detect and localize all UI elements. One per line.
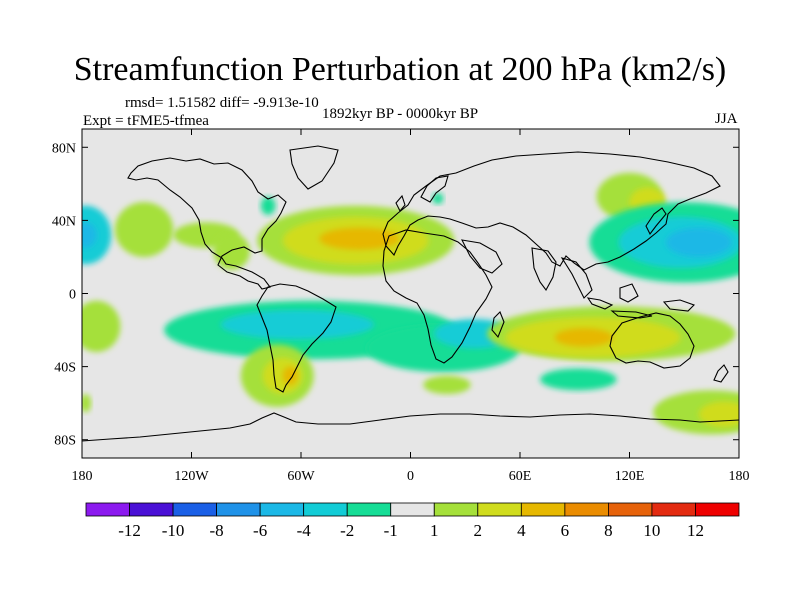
coastline-north-america xyxy=(127,157,287,290)
coastline-britain xyxy=(395,194,406,212)
coastline-greenland xyxy=(289,145,339,190)
coastline-australia xyxy=(609,312,695,369)
colorbar-swatch xyxy=(303,502,348,517)
colorbar-swatch xyxy=(433,502,479,517)
field-contour-10 xyxy=(319,227,400,250)
x-tick-label: 180 xyxy=(72,469,93,484)
colorbar-swatch xyxy=(216,502,261,517)
coastline-borneo xyxy=(619,283,639,303)
field-contour-2 xyxy=(82,300,121,352)
colorbar-label: 1 xyxy=(430,521,439,540)
coastline-japan xyxy=(645,207,667,236)
coastline-arabia xyxy=(461,239,503,274)
coastline-india xyxy=(531,247,557,292)
coastline-africa xyxy=(382,229,493,364)
coastline-antarctica xyxy=(82,412,739,442)
rmsd-diff-stats: rmsd= 1.51582 diff= -9.913e-10 xyxy=(125,95,319,111)
x-tick-label: 180 xyxy=(729,469,750,484)
coastline-scandinavia xyxy=(420,175,449,203)
field-contour-7 xyxy=(260,196,276,215)
field-contour-1 xyxy=(82,222,97,248)
colorbar: -12 -10 -8 -6 -4 -2 -1 1 2 4 6 8 10 12 xyxy=(85,502,740,540)
coastline-eurasia xyxy=(382,151,721,271)
colorbar-swatch xyxy=(520,502,566,517)
y-tick-label: 80S xyxy=(54,434,76,449)
continent-outlines xyxy=(82,145,739,442)
x-tick-label: 120E xyxy=(615,469,645,484)
colorbar-swatch xyxy=(346,502,392,517)
colorbar-swatch xyxy=(259,502,305,517)
colorbar-label: -8 xyxy=(210,521,224,540)
y-tick-label: 0 xyxy=(69,288,76,303)
colorbar-swatch xyxy=(477,502,522,517)
colorbar-swatch xyxy=(172,502,217,517)
coastline-new-guinea xyxy=(662,299,696,312)
colorbar-label: -1 xyxy=(384,521,398,540)
colorbar-label: 12 xyxy=(687,521,704,540)
coastline-new-zealand xyxy=(713,364,729,383)
field-contour-16 xyxy=(666,227,732,257)
colorbar-label: -12 xyxy=(118,521,141,540)
colorbar-label: 10 xyxy=(643,521,660,540)
x-tick-label: 120W xyxy=(174,469,209,484)
coastline-south-america xyxy=(256,283,337,393)
colorbar-label: -10 xyxy=(162,521,185,540)
field-contour-30 xyxy=(698,401,739,427)
streamfunction-field xyxy=(82,172,739,435)
y-tick-label: 80N xyxy=(52,141,76,156)
colorbar-label: -6 xyxy=(253,521,267,540)
colorbar-swatch xyxy=(608,502,653,517)
period-label: 1892kyr BP - 0000kyr BP xyxy=(322,106,479,122)
colorbar-swatch xyxy=(85,502,130,517)
field-contour-27 xyxy=(423,375,471,395)
field-contour-28 xyxy=(540,368,617,391)
colorbar-label: -4 xyxy=(297,521,312,540)
colorbar-label: 2 xyxy=(474,521,483,540)
field-contour-3 xyxy=(82,394,92,413)
colorbar-swatch xyxy=(390,502,435,517)
coastline-indonesia-sumatra xyxy=(586,297,614,310)
x-tick-label: 0 xyxy=(407,469,414,484)
experiment-label: Expt = tFME5-tfmea xyxy=(83,113,209,129)
coastline-madagascar xyxy=(491,311,505,339)
field-contour-11 xyxy=(432,192,444,204)
coastline-southeast-asia xyxy=(560,257,593,299)
colorbar-label: 8 xyxy=(604,521,613,540)
x-tick-label: 60W xyxy=(287,469,315,484)
field-contour-6 xyxy=(213,233,250,270)
field-contour-26 xyxy=(282,366,298,385)
field-contour-23 xyxy=(554,328,614,347)
colorbar-label: -2 xyxy=(340,521,354,540)
coastline-indonesia-java xyxy=(610,310,653,319)
y-tick-label: 40N xyxy=(52,214,76,229)
season-label: JJA xyxy=(715,111,738,127)
chart-title: Streamfunction Perturbation at 200 hPa (… xyxy=(73,51,727,88)
field-contour-4 xyxy=(114,202,174,257)
colorbar-label: 6 xyxy=(561,521,570,540)
colorbar-swatch xyxy=(695,502,740,517)
colorbar-swatch xyxy=(129,502,174,517)
x-tick-label: 60E xyxy=(509,469,532,484)
colorbar-label: 4 xyxy=(517,521,526,540)
colorbar-swatch xyxy=(651,502,696,517)
map-axis-ticks: 180 120W 60W 0 60E 120E 180 80N 40N 0 40S 80S xyxy=(52,129,750,484)
y-tick-label: 40S xyxy=(54,361,76,376)
field-contour-18 xyxy=(220,309,374,340)
colorbar-swatch xyxy=(564,502,609,517)
